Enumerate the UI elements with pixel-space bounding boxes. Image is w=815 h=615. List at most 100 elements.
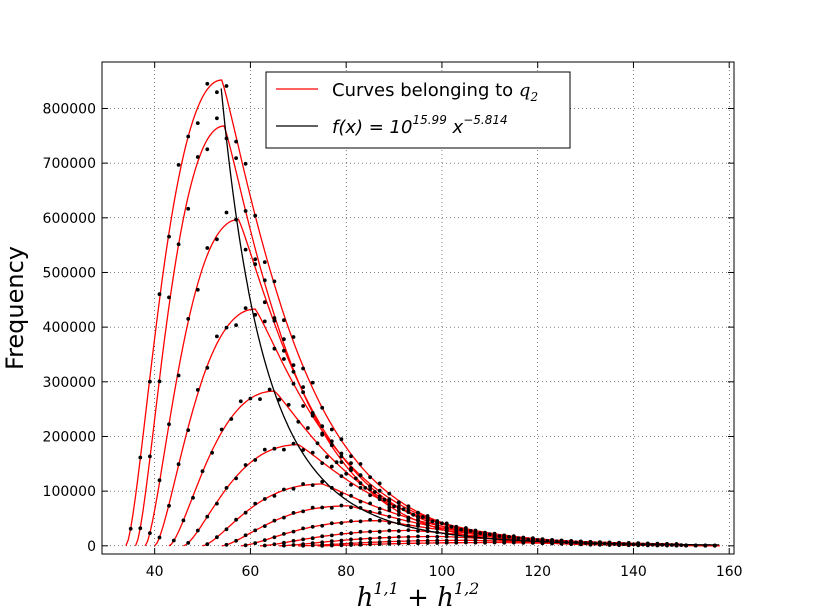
data-point [291, 335, 296, 339]
data-point [291, 363, 296, 367]
data-point [353, 476, 358, 481]
data-point [396, 518, 401, 522]
data-point [301, 526, 305, 531]
data-point [291, 381, 296, 386]
data-point [272, 494, 277, 498]
data-point [157, 379, 162, 384]
data-point [329, 521, 334, 526]
data-point [243, 543, 248, 548]
data-point [377, 496, 382, 500]
data-point [435, 526, 440, 531]
data-point [411, 512, 416, 517]
data-point [329, 543, 334, 548]
data-point [459, 527, 463, 532]
data-point [392, 504, 396, 509]
data-point [262, 524, 267, 528]
data-point [215, 237, 219, 242]
data-point [253, 257, 258, 262]
data-point [406, 510, 411, 514]
data-point [435, 522, 440, 527]
data-point [425, 534, 430, 539]
data-point [248, 396, 253, 401]
data-point [205, 147, 210, 152]
data-point [215, 535, 219, 540]
data-point [148, 379, 152, 384]
data-point [377, 506, 382, 511]
data-point [339, 437, 344, 442]
data-point [301, 385, 305, 389]
data-point [320, 405, 325, 410]
data-point [387, 535, 392, 540]
data-point [425, 526, 430, 530]
data-point [301, 482, 305, 486]
data-point [329, 506, 334, 510]
data-point [387, 505, 392, 510]
data-point [444, 534, 449, 539]
data-point [253, 528, 258, 533]
data-point [301, 404, 305, 408]
data-point [282, 532, 286, 536]
data-point [349, 531, 353, 536]
data-point [478, 531, 483, 536]
data-point [368, 501, 372, 506]
data-point [243, 463, 248, 467]
data-point [507, 535, 511, 539]
data-point [253, 262, 258, 267]
data-point [387, 497, 392, 502]
y-tick-label: 300000 [43, 375, 96, 391]
data-point [229, 417, 234, 421]
data-point [176, 373, 181, 378]
fit-group [220, 88, 720, 546]
y-tick-label: 200000 [43, 429, 96, 445]
data-point [310, 413, 315, 417]
data-point [253, 541, 258, 545]
data-point [454, 540, 459, 545]
data-point [406, 504, 411, 509]
data-point [186, 541, 191, 545]
x-tick-label: 60 [242, 564, 260, 580]
data-point [368, 493, 372, 498]
y-tick-label: 700000 [43, 156, 96, 172]
fit-curve [220, 88, 720, 546]
data-point [262, 278, 267, 283]
data-point [243, 161, 248, 166]
data-point [243, 306, 248, 310]
data-point [349, 537, 353, 542]
data-point [444, 540, 449, 545]
legend: Curves belonging to q2 f(x) = 1015.99 x−… [265, 71, 571, 149]
data-point [272, 542, 277, 547]
data-point [349, 466, 353, 471]
data-point [282, 318, 286, 323]
y-tick-label: 400000 [43, 320, 96, 336]
data-point [195, 287, 200, 292]
data-point [349, 461, 353, 465]
data-point [176, 163, 181, 167]
data-point [511, 540, 516, 545]
data-point [224, 486, 229, 490]
data-point [291, 539, 296, 543]
data-point [449, 524, 454, 529]
data-point [167, 295, 171, 300]
data-point [301, 543, 305, 548]
data-point [368, 542, 372, 547]
data-point [301, 509, 305, 514]
data-point [387, 528, 392, 533]
data-point [516, 536, 521, 541]
data-point [358, 485, 363, 490]
data-point [210, 450, 215, 455]
data-point [339, 454, 344, 459]
data-point [396, 504, 401, 509]
data-point [396, 541, 401, 546]
x-tick-label: 80 [337, 564, 355, 580]
data-point [310, 543, 315, 548]
data-point [425, 516, 430, 521]
x-axis-label: h1,1 + h1,2 [357, 579, 480, 613]
data-point [215, 501, 219, 506]
data-point [349, 543, 353, 547]
data-point [320, 540, 325, 545]
data-point [262, 319, 267, 324]
data-point [329, 427, 334, 432]
data-point [234, 323, 239, 327]
data-point [320, 424, 325, 429]
data-point [373, 490, 377, 494]
